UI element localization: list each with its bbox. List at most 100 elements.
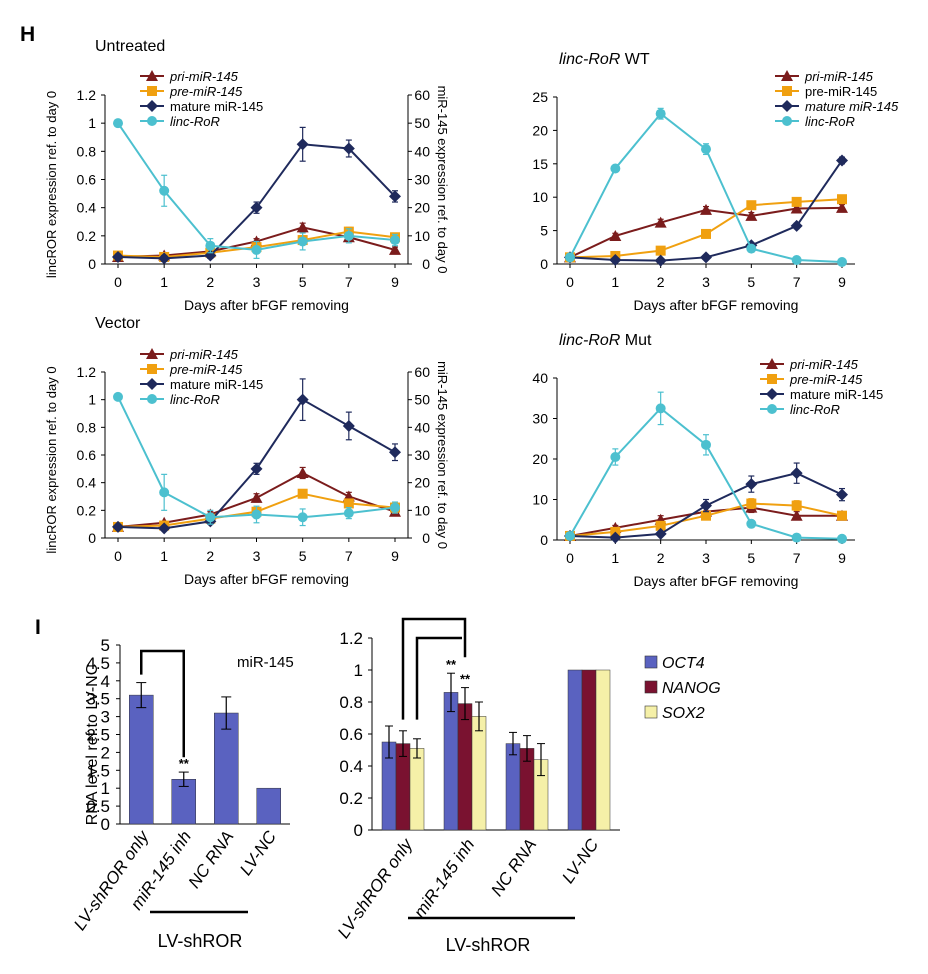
y-tick-label: 5 <box>540 223 548 239</box>
y2-tick-label: 30 <box>414 172 430 188</box>
y-tick-label: 0.8 <box>339 693 363 712</box>
series-mature-mir-145 <box>564 154 848 267</box>
data-point <box>701 510 711 521</box>
data-point <box>654 216 667 228</box>
data-point <box>746 518 757 529</box>
significance-bracket <box>415 636 462 720</box>
y-tick-label: 3 <box>101 708 110 727</box>
x-tick-label: 0 <box>566 274 574 290</box>
data-point <box>655 108 666 119</box>
data-point <box>159 185 170 196</box>
bar <box>471 716 487 831</box>
legend-label: pri-miR-145 <box>789 357 859 372</box>
data-point <box>837 533 847 544</box>
data-point <box>205 240 216 251</box>
y2-tick-label: 40 <box>414 143 430 159</box>
legend-swatch <box>644 655 658 669</box>
y-tick-label: 0.4 <box>77 200 97 216</box>
x-axis-label: Days after bFGF removing <box>634 297 799 313</box>
significance-marker: ** <box>460 672 471 687</box>
group-label: LV-shROR <box>446 935 531 955</box>
series-oct4 <box>381 669 583 831</box>
y-axis-label: lincROR expression ref. to day 0 <box>44 91 59 278</box>
legend-marker <box>767 374 777 384</box>
legend-marker <box>147 394 157 404</box>
data-point <box>745 478 758 491</box>
x-tick-label: 1 <box>611 274 619 290</box>
data-point <box>745 209 758 221</box>
data-point <box>701 439 711 450</box>
y-tick-label: 0.2 <box>77 502 97 518</box>
legend-marker <box>147 116 157 126</box>
x-tick-label: 5 <box>747 550 755 566</box>
x-tick-label: 2 <box>657 274 665 290</box>
y-tick-label: 0.8 <box>77 143 97 159</box>
y-tick-label: 20 <box>532 451 548 467</box>
data-point <box>790 219 803 232</box>
y-tick-label: 2 <box>101 743 110 762</box>
data-point <box>609 229 622 241</box>
x-tick-label: 3 <box>702 550 710 566</box>
legend-marker <box>781 100 793 112</box>
y-tick-label: 1 <box>101 779 110 798</box>
legend-marker <box>147 86 157 96</box>
data-point <box>791 254 802 265</box>
bar <box>409 748 425 831</box>
x-tick-label: 3 <box>702 274 710 290</box>
data-point <box>342 142 355 155</box>
legend-marker <box>147 364 157 374</box>
y-tick-label: 4 <box>101 672 110 691</box>
x-tick-label: 2 <box>206 548 214 564</box>
x-tick-label: 7 <box>345 548 353 564</box>
category-label: NC RNA <box>487 835 540 899</box>
y2-tick-label: 10 <box>414 502 430 518</box>
legend-label: NANOG <box>662 680 721 697</box>
x-tick-label: 7 <box>793 550 801 566</box>
significance-bracket <box>401 617 467 720</box>
category-label: LV-NC <box>236 827 280 879</box>
y2-tick-label: 60 <box>414 364 430 380</box>
y-tick-label: 0.6 <box>77 447 97 463</box>
x-axis-label: Days after bFGF removing <box>634 573 799 589</box>
data-point <box>655 520 666 531</box>
y-tick-label: 1 <box>88 115 96 131</box>
x-tick-label: 1 <box>160 548 168 564</box>
data-point <box>390 502 400 513</box>
y-tick-label: 15 <box>532 156 548 172</box>
legend-label: pre-miR-145 <box>169 84 243 99</box>
y2-axis-label: miR-145 expression ref. to day 0 <box>435 361 450 549</box>
bar <box>567 669 583 831</box>
y-tick-label: 0.2 <box>339 789 363 808</box>
data-point <box>701 228 711 239</box>
data-point <box>389 446 401 459</box>
y-tick-label: 0 <box>540 256 548 272</box>
legend-label: linc-RoR <box>790 402 840 417</box>
series-mature-mir-145 <box>564 462 848 544</box>
data-point <box>746 498 757 509</box>
y-tick-label: 0 <box>88 256 96 272</box>
y-tick-label: 3.5 <box>86 690 110 709</box>
legend-label: mature miR-145 <box>790 387 883 402</box>
y-tick-label: 0.6 <box>77 172 97 188</box>
data-point <box>296 466 309 478</box>
y-tick-label: 0.4 <box>77 475 97 491</box>
series-pri-mir-145 <box>564 201 848 263</box>
bar <box>443 692 459 831</box>
chart-vector: 0 0.2 0.4 0.6 0.8 1 1.2 0 10 20 30 40 50 60 0 1 2 3 5 7 9 Day… <box>44 315 450 587</box>
data-point <box>251 244 262 255</box>
data-point <box>343 498 354 509</box>
data-point <box>654 254 667 267</box>
y2-tick-label: 0 <box>422 530 430 546</box>
legend-marker <box>146 378 158 390</box>
x-tick-label: 5 <box>747 274 755 290</box>
y-tick-label: 10 <box>532 189 548 205</box>
data-point <box>790 509 803 521</box>
data-point <box>609 531 622 544</box>
x-tick-label: 5 <box>299 274 307 290</box>
data-point <box>343 508 354 519</box>
data-point <box>655 403 666 414</box>
legend-label: mature miR-145 <box>170 99 263 114</box>
data-point <box>791 196 802 207</box>
data-point <box>389 190 401 203</box>
